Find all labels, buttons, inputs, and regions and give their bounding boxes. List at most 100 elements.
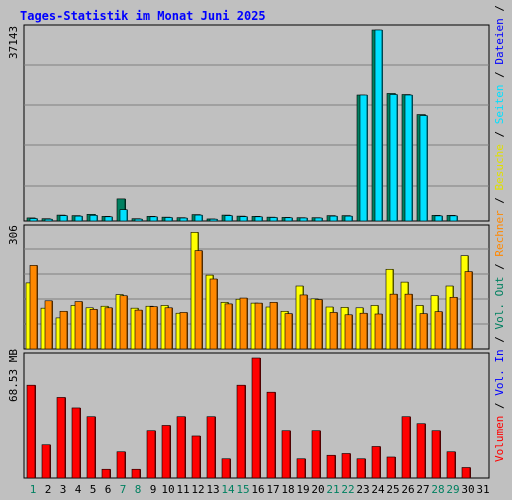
chart-panels: 37143 306 68.53 MB [7, 24, 490, 479]
bar-rechner-day-30 [464, 271, 473, 350]
legend-entry: / [493, 257, 506, 277]
bar-volumen-day-2 [41, 444, 51, 479]
bar-seiten-day-16 [254, 216, 263, 222]
x-tick-label: 5 [90, 483, 97, 496]
x-tick-label: 9 [150, 483, 157, 496]
x-tick-label: 29 [446, 483, 459, 496]
x-tick-label: 13 [206, 483, 219, 496]
bar-seiten-day-17 [269, 217, 278, 222]
bar-seiten-day-15 [239, 216, 248, 222]
bar-seiten-day-12 [194, 214, 203, 222]
legend-entry: Vol. Out [493, 277, 506, 330]
x-tick-label: 1 [30, 483, 37, 496]
bar-seiten-day-27 [419, 115, 428, 222]
bar-rechner-day-11 [179, 312, 188, 350]
bar-volumen-day-16 [251, 357, 261, 479]
x-tick-label: 2 [45, 483, 52, 496]
bar-seiten-day-7 [119, 209, 128, 222]
bar-rechner-day-17 [269, 302, 278, 350]
bar-rechner-day-10 [164, 307, 173, 350]
bar-volumen-day-18 [281, 430, 291, 479]
x-axis-labels: 1 2 3 4 5 6 7 8 9 10 11 12 13 14 15 16 17 18 19 20 21 22 23 24 2… [30, 483, 490, 496]
bar-seiten-day-6 [104, 216, 113, 222]
x-tick-label: 27 [416, 483, 429, 496]
bar-volumen-day-1 [26, 384, 36, 479]
y-max-label: 306 [7, 225, 20, 245]
bar-rechner-day-24 [374, 313, 383, 350]
x-tick-label: 26 [401, 483, 414, 496]
bar-seiten-day-5 [89, 215, 98, 222]
bar-volumen-day-22 [341, 453, 351, 479]
bar-seiten-day-10 [164, 217, 173, 222]
bar-volumen-day-12 [191, 435, 201, 479]
x-tick-label: 12 [191, 483, 204, 496]
legend-entry: / [493, 330, 506, 350]
bar-rechner-day-8 [134, 309, 143, 350]
bar-seiten-day-4 [74, 215, 83, 222]
bar-rechner-day-20 [314, 299, 323, 350]
x-tick-label: 3 [60, 483, 67, 496]
bar-volumen-day-27 [416, 423, 426, 479]
x-tick-label: 18 [281, 483, 294, 496]
bar-seiten-day-21 [329, 215, 338, 222]
panel-middle: 306 [7, 224, 490, 350]
bar-seiten-day-1 [29, 218, 38, 222]
x-tick-label: 24 [371, 483, 385, 496]
bar-rechner-day-5 [89, 309, 98, 350]
x-tick-label: 16 [251, 483, 264, 496]
bar-seiten-day-18 [284, 217, 293, 222]
x-tick-label: 28 [431, 483, 444, 496]
x-tick-label: 10 [161, 483, 174, 496]
x-tick-label: 20 [311, 483, 324, 496]
bar-volumen-day-19 [296, 458, 306, 479]
y-max-label: 37143 [7, 26, 20, 59]
bar-seiten-day-8 [134, 218, 143, 222]
legend-entry: / [493, 0, 506, 18]
bar-volumen-day-28 [431, 430, 441, 479]
x-tick-label: 31 [476, 483, 489, 496]
bar-rechner-day-27 [419, 313, 428, 350]
bar-rechner-day-16 [254, 302, 263, 350]
x-tick-label: 15 [236, 483, 249, 496]
bar-rechner-day-3 [59, 310, 68, 350]
bar-seiten-day-29 [449, 215, 458, 222]
bar-volumen-day-11 [176, 416, 186, 479]
legend-entry: Vol. In [493, 349, 506, 395]
bar-seiten-day-23 [359, 94, 368, 222]
bar-seiten-day-24 [374, 29, 383, 222]
bar-seiten-day-2 [44, 218, 53, 222]
bar-seiten-day-11 [179, 217, 188, 222]
x-tick-label: 4 [75, 483, 82, 496]
bar-rechner-day-6 [104, 307, 113, 350]
legend-entry: / [493, 124, 506, 144]
bar-rechner-day-7 [119, 295, 128, 350]
chart-title: Tages-Statistik im Monat Juni 2025 [20, 9, 266, 23]
bar-volumen-day-6 [101, 468, 111, 479]
x-tick-label: 6 [105, 483, 112, 496]
x-tick-label: 8 [135, 483, 142, 496]
panel-bottom: 68.53 MB [7, 349, 490, 479]
bar-volumen-day-29 [446, 451, 456, 479]
x-tick-label: 19 [296, 483, 309, 496]
legend-entry: / [493, 396, 506, 416]
bar-volumen-day-8 [131, 468, 141, 479]
bar-rechner-day-12 [194, 250, 203, 350]
bar-rechner-day-22 [344, 314, 353, 350]
bar-rechner-day-2 [44, 300, 53, 350]
bar-rechner-day-15 [239, 297, 248, 350]
bar-rechner-day-25 [389, 293, 398, 350]
legend-entry: Dateien [493, 18, 506, 64]
bar-rechner-day-28 [434, 311, 443, 350]
bar-volumen-day-10 [161, 425, 171, 479]
x-tick-label: 30 [461, 483, 474, 496]
bar-seiten-day-19 [299, 217, 308, 222]
x-tick-label: 25 [386, 483, 399, 496]
bar-seiten-day-28 [434, 215, 443, 222]
bar-volumen-day-30 [461, 467, 471, 479]
bar-volumen-day-4 [71, 407, 81, 479]
bar-volumen-day-13 [206, 416, 216, 479]
bar-seiten-day-20 [314, 217, 323, 222]
x-tick-label: 7 [120, 483, 127, 496]
x-tick-label: 17 [266, 483, 279, 496]
bar-seiten-day-9 [149, 216, 158, 222]
